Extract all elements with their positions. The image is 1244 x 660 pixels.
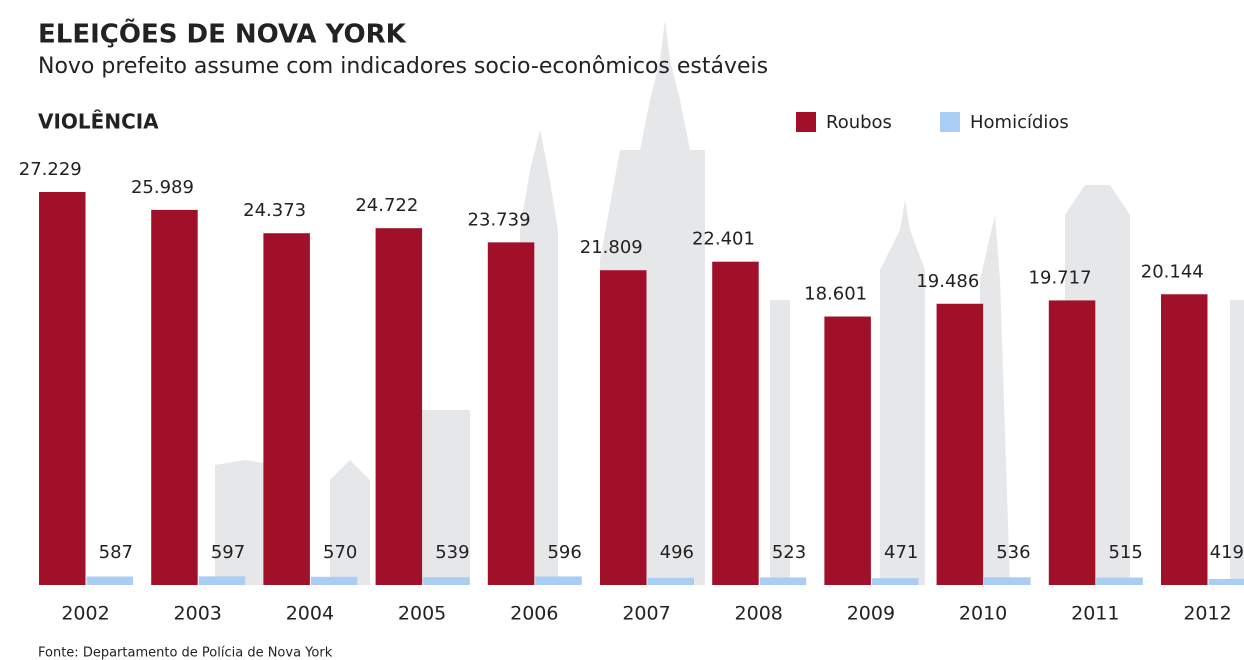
- bar: [647, 577, 694, 585]
- bar: [263, 233, 310, 585]
- value-label: 419: [1210, 542, 1244, 563]
- value-label: 523: [772, 542, 806, 563]
- value-label: 24.722: [355, 195, 418, 216]
- bar: [759, 577, 807, 585]
- value-label: 597: [211, 542, 245, 563]
- legend-swatch: [940, 112, 960, 132]
- x-tick-label: 2006: [510, 603, 558, 625]
- value-label: 515: [1108, 542, 1142, 563]
- skyline: [215, 20, 1244, 585]
- value-label: 20.144: [1141, 261, 1204, 282]
- bar: [310, 576, 358, 585]
- x-tick-label: 2012: [1183, 603, 1231, 625]
- bar: [824, 316, 871, 585]
- x-tick-label: 2008: [735, 603, 783, 625]
- bar: [712, 261, 759, 585]
- value-label: 19.717: [1029, 267, 1092, 288]
- value-label: 536: [996, 542, 1030, 563]
- bar: [984, 577, 1031, 585]
- bar: [1048, 300, 1096, 585]
- chart-subtitle: Novo prefeito assume com indicadores soc…: [38, 54, 768, 79]
- bar: [1161, 294, 1208, 585]
- section-title: VIOLÊNCIA: [38, 110, 159, 134]
- bar: [535, 576, 582, 585]
- value-label: 496: [660, 542, 694, 563]
- value-label: 23.739: [468, 209, 531, 230]
- x-tick-label: 2002: [61, 603, 109, 625]
- bar: [375, 228, 423, 585]
- value-label: 24.373: [243, 200, 306, 221]
- bar: [487, 242, 535, 586]
- bar: [423, 577, 470, 585]
- value-label: 587: [99, 542, 133, 563]
- value-label: 19.486: [916, 271, 979, 292]
- x-tick-label: 2003: [174, 603, 222, 625]
- bar: [151, 209, 198, 585]
- legend-label: Roubos: [826, 112, 892, 133]
- value-label: 21.809: [580, 237, 643, 258]
- bar: [936, 303, 984, 585]
- bar: [1208, 578, 1244, 585]
- source: Fonte: Departamento de Polícia de Nova Y…: [38, 646, 333, 660]
- chart-title: ELEIÇÕES DE NOVA YORK: [38, 18, 407, 50]
- value-label: 25.989: [131, 177, 194, 198]
- bar: [86, 576, 133, 585]
- bar: [871, 578, 919, 585]
- value-label: 18.601: [804, 284, 867, 305]
- legend-label: Homicídios: [970, 112, 1069, 133]
- x-tick-label: 2004: [286, 603, 334, 625]
- legend-swatch: [796, 112, 816, 132]
- value-label: 22.401: [692, 229, 755, 250]
- value-label: 27.229: [19, 159, 82, 180]
- value-label: 471: [884, 542, 918, 563]
- x-tick-label: 2010: [959, 603, 1007, 625]
- bar: [1096, 577, 1143, 585]
- bar: [39, 192, 86, 585]
- value-label: 570: [323, 542, 357, 563]
- x-tick-label: 2005: [398, 603, 446, 625]
- x-tick-label: 2007: [622, 603, 670, 625]
- x-tick-label: 2009: [847, 603, 895, 625]
- x-tick-label: 2011: [1071, 603, 1119, 625]
- bar: [600, 270, 647, 585]
- value-label: 539: [435, 542, 469, 563]
- bar: [198, 576, 246, 585]
- value-label: 596: [547, 542, 581, 563]
